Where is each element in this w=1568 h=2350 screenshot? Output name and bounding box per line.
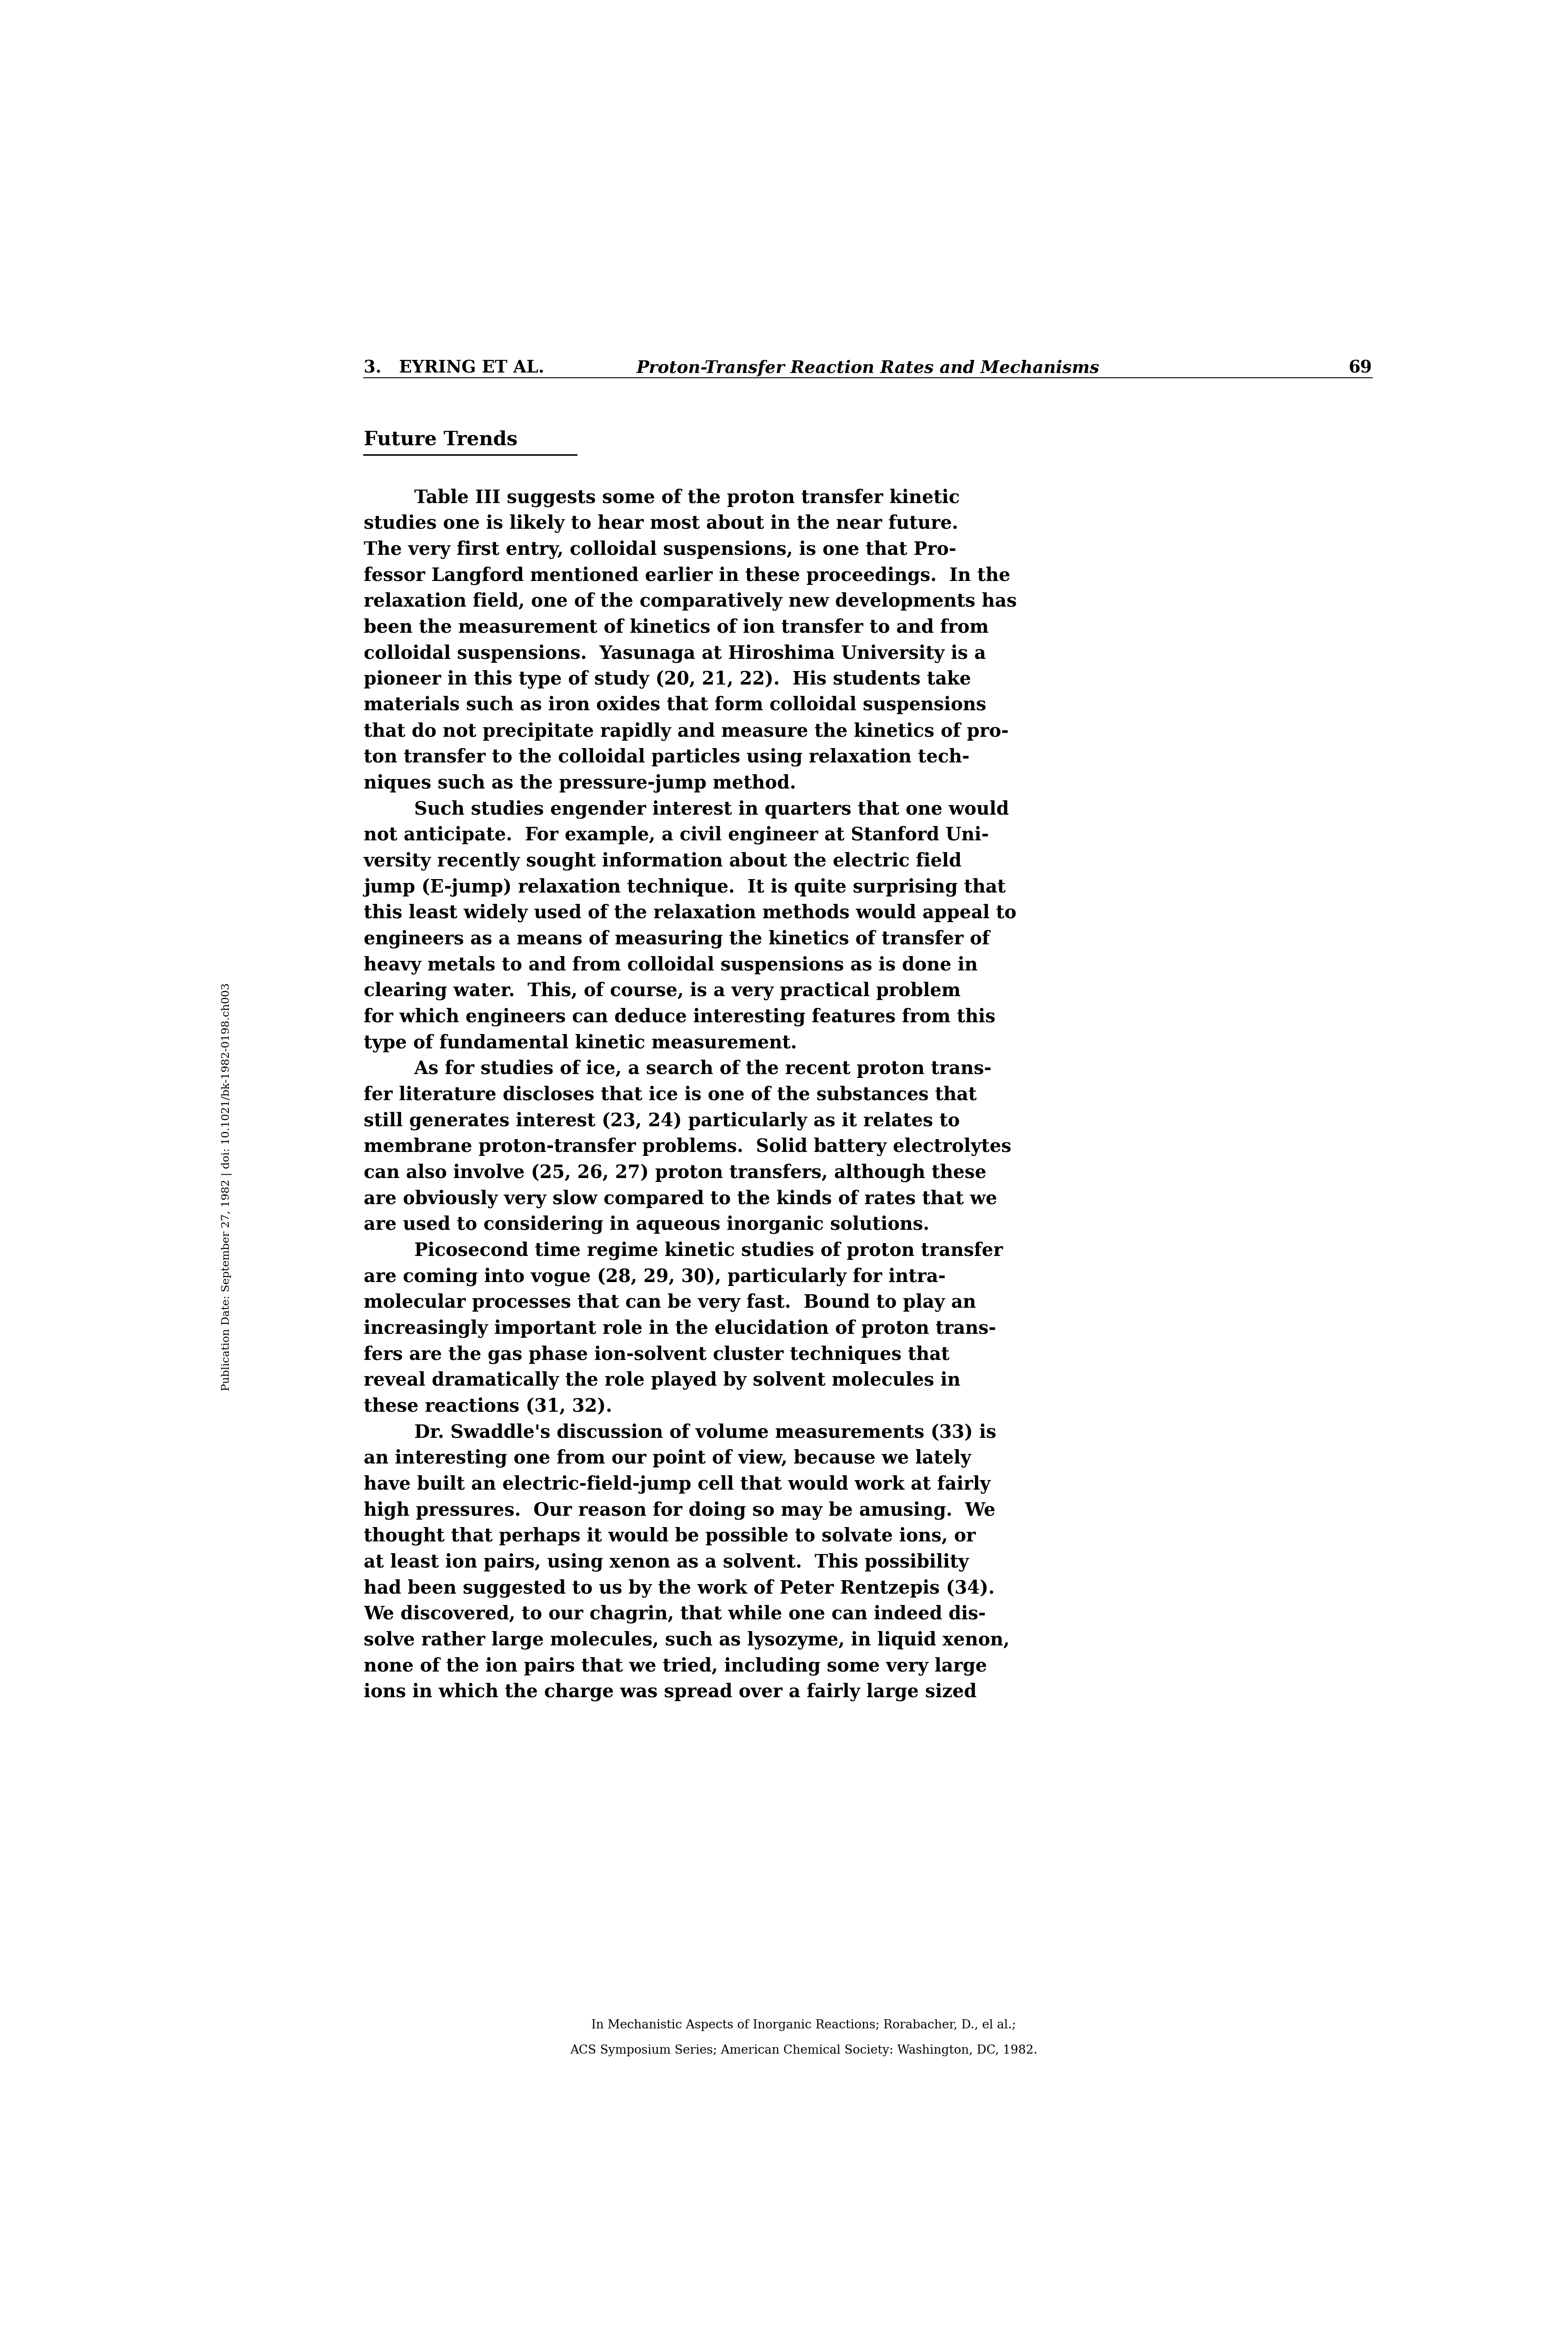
- Text: reveal dramatically the role played by solvent molecules in: reveal dramatically the role played by s…: [364, 1370, 961, 1389]
- Text: materials such as iron oxides that form colloidal suspensions: materials such as iron oxides that form …: [364, 696, 986, 714]
- Text: that do not precipitate rapidly and measure the kinetics of pro-: that do not precipitate rapidly and meas…: [364, 721, 1008, 740]
- Text: niques such as the pressure-jump method.: niques such as the pressure-jump method.: [364, 773, 797, 792]
- Text: relaxation field, one of the comparatively new developments has: relaxation field, one of the comparative…: [364, 592, 1016, 611]
- Text: jump (E-jump) relaxation technique.  It is quite surprising that: jump (E-jump) relaxation technique. It i…: [364, 879, 1005, 895]
- Text: none of the ion pairs that we tried, including some very large: none of the ion pairs that we tried, inc…: [364, 1657, 986, 1676]
- Text: an interesting one from our point of view, because we lately: an interesting one from our point of vie…: [364, 1450, 971, 1466]
- Text: ton transfer to the colloidal particles using relaxation tech-: ton transfer to the colloidal particles …: [364, 747, 969, 766]
- Text: at least ion pairs, using xenon as a solvent.  This possibility: at least ion pairs, using xenon as a sol…: [364, 1553, 969, 1572]
- Text: Publication Date: September 27, 1982 | doi: 10.1021/bk-1982-0198.ch003: Publication Date: September 27, 1982 | d…: [221, 982, 232, 1391]
- Text: ions in which the charge was spread over a fairly large sized: ions in which the charge was spread over…: [364, 1683, 977, 1701]
- Text: 69: 69: [1348, 360, 1372, 376]
- Text: been the measurement of kinetics of ion transfer to and from: been the measurement of kinetics of ion …: [364, 618, 989, 637]
- Text: are obviously very slow compared to the kinds of rates that we: are obviously very slow compared to the …: [364, 1189, 997, 1208]
- Text: type of fundamental kinetic measurement.: type of fundamental kinetic measurement.: [364, 1034, 797, 1053]
- Text: are used to considering in aqueous inorganic solutions.: are used to considering in aqueous inorg…: [364, 1215, 930, 1234]
- Text: for which engineers can deduce interesting features from this: for which engineers can deduce interesti…: [364, 1008, 996, 1027]
- Text: membrane proton-transfer problems.  Solid battery electrolytes: membrane proton-transfer problems. Solid…: [364, 1137, 1011, 1156]
- Text: ACS Symposium Series; American Chemical Society: Washington, DC, 1982.: ACS Symposium Series; American Chemical …: [569, 2044, 1038, 2056]
- Text: Proton-Transfer Reaction Rates and Mechanisms: Proton-Transfer Reaction Rates and Mecha…: [637, 360, 1099, 376]
- Text: had been suggested to us by the work of Peter Rentzepis (34).: had been suggested to us by the work of …: [364, 1579, 994, 1598]
- Text: studies one is likely to hear most about in the near future.: studies one is likely to hear most about…: [364, 515, 958, 533]
- Text: Table III suggests some of the proton transfer kinetic: Table III suggests some of the proton tr…: [364, 489, 960, 508]
- Text: Such studies engender interest in quarters that one would: Such studies engender interest in quarte…: [364, 799, 1008, 818]
- Text: Picosecond time regime kinetic studies of proton transfer: Picosecond time regime kinetic studies o…: [364, 1241, 1004, 1260]
- Text: solve rather large molecules, such as lysozyme, in liquid xenon,: solve rather large molecules, such as ly…: [364, 1631, 1010, 1650]
- Text: still generates interest (23, 24) particularly as it relates to: still generates interest (23, 24) partic…: [364, 1112, 960, 1130]
- Text: not anticipate.  For example, a civil engineer at Stanford Uni-: not anticipate. For example, a civil eng…: [364, 825, 989, 844]
- Text: In Mechanistic Aspects of Inorganic Reactions; Rorabacher, D., el al.;: In Mechanistic Aspects of Inorganic Reac…: [591, 2019, 1016, 2030]
- Text: heavy metals to and from colloidal suspensions as is done in: heavy metals to and from colloidal suspe…: [364, 956, 978, 975]
- Text: versity recently sought information about the electric field: versity recently sought information abou…: [364, 851, 963, 870]
- Text: these reactions (31, 32).: these reactions (31, 32).: [364, 1398, 612, 1415]
- Text: Dr. Swaddle's discussion of volume measurements (33) is: Dr. Swaddle's discussion of volume measu…: [364, 1424, 996, 1441]
- Text: can also involve (25, 26, 27) proton transfers, although these: can also involve (25, 26, 27) proton tra…: [364, 1163, 986, 1182]
- Text: molecular processes that can be very fast.  Bound to play an: molecular processes that can be very fas…: [364, 1293, 975, 1311]
- Text: clearing water.  This, of course, is a very practical problem: clearing water. This, of course, is a ve…: [364, 982, 961, 1001]
- Text: 3.   EYRING ET AL.: 3. EYRING ET AL.: [364, 360, 544, 376]
- Text: are coming into vogue (28, 29, 30), particularly for intra-: are coming into vogue (28, 29, 30), part…: [364, 1267, 946, 1285]
- Text: fers are the gas phase ion-solvent cluster techniques that: fers are the gas phase ion-solvent clust…: [364, 1344, 950, 1363]
- Text: Future Trends: Future Trends: [364, 430, 517, 449]
- Text: increasingly important role in the elucidation of proton trans-: increasingly important role in the eluci…: [364, 1318, 996, 1337]
- Text: fer literature discloses that ice is one of the substances that: fer literature discloses that ice is one…: [364, 1086, 977, 1104]
- Text: high pressures.  Our reason for doing so may be amusing.  We: high pressures. Our reason for doing so …: [364, 1502, 996, 1520]
- Text: colloidal suspensions.  Yasunaga at Hiroshima University is a: colloidal suspensions. Yasunaga at Hiros…: [364, 644, 986, 663]
- Text: The very first entry, colloidal suspensions, is one that Pro-: The very first entry, colloidal suspensi…: [364, 540, 956, 559]
- Text: As for studies of ice, a search of the recent proton trans-: As for studies of ice, a search of the r…: [364, 1060, 991, 1079]
- Text: have built an electric-field-jump cell that would work at fairly: have built an electric-field-jump cell t…: [364, 1476, 991, 1495]
- Text: pioneer in this type of study (20, 21, 22).  His students take: pioneer in this type of study (20, 21, 2…: [364, 670, 971, 689]
- Text: fessor Langford mentioned earlier in these proceedings.  In the: fessor Langford mentioned earlier in the…: [364, 566, 1010, 585]
- Text: thought that perhaps it would be possible to solvate ions, or: thought that perhaps it would be possibl…: [364, 1528, 975, 1546]
- Text: engineers as a means of measuring the kinetics of transfer of: engineers as a means of measuring the ki…: [364, 931, 989, 947]
- Text: this least widely used of the relaxation methods would appeal to: this least widely used of the relaxation…: [364, 905, 1016, 921]
- Text: We discovered, to our chagrin, that while one can indeed dis-: We discovered, to our chagrin, that whil…: [364, 1605, 986, 1624]
